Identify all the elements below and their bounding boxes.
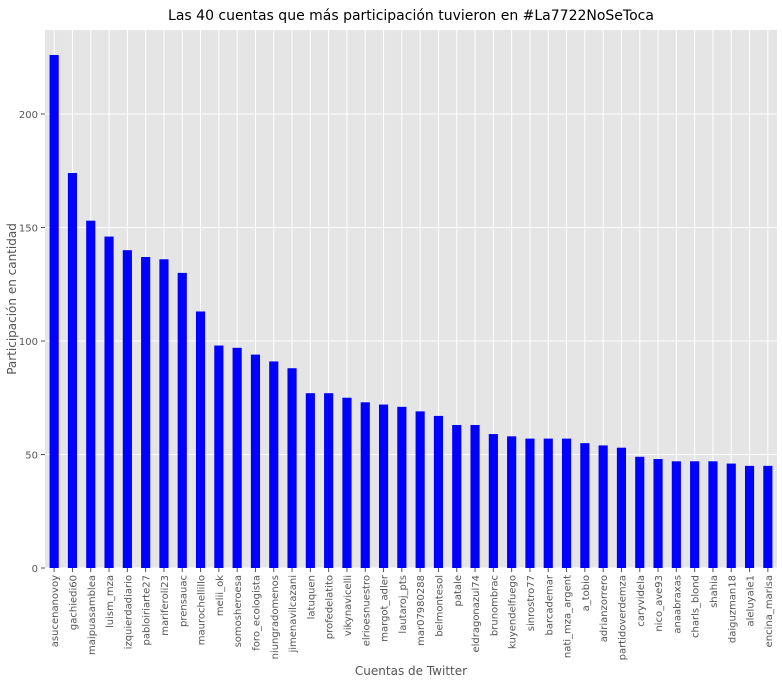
x-tick-label: lautaroj_pts [398,575,409,634]
bar [49,54,59,569]
bar [287,368,297,568]
x-tick-label: partidoverdemza [617,575,628,660]
x-tick-label: caryvidela [636,575,647,627]
x-tick-label: melii_ok [215,575,226,616]
x-tick-label: brunombrac [489,575,500,636]
bar [415,411,425,568]
bar [67,173,78,568]
bar [305,393,315,568]
bar [159,259,169,568]
x-tick-label: nati_mza_argent [563,575,574,658]
bar [195,311,206,568]
x-tick-label: niungradomenos [270,575,281,659]
bar [653,459,663,568]
x-tick-label: izquierdadiario [123,575,134,649]
x-tick-label: charls_blond [691,575,702,638]
x-axis-label: Cuentas de Twitter [355,664,467,678]
bar [580,443,590,568]
x-tick-label: gachiedi60 [68,575,79,630]
bar [507,436,517,568]
x-tick-label: shahia [709,575,720,608]
bar [726,463,736,568]
bar [250,354,261,568]
x-tick-label: mar07980288 [416,575,427,646]
bar [452,424,462,568]
bar [635,456,645,568]
bar [177,272,187,568]
x-tick-label: adrianzorrero [599,575,610,642]
x-tick-label: somosheroesa [233,575,244,647]
x-tick-label: prensauac [178,575,189,627]
y-tick-label: 200 [19,110,38,121]
bar [616,447,627,568]
bar [671,461,681,568]
bar [397,406,407,568]
x-tick-label: foro_ecologista [251,575,262,651]
x-tick-label: a_tobio [581,575,592,611]
x-tick-label: maurochellillo [197,575,208,645]
x-tick-label: patale [453,575,464,606]
bar [269,361,279,568]
bar [141,257,151,568]
y-tick-label: 0 [32,564,38,575]
bar [690,461,700,568]
x-tick-label: pabloiriarte27 [142,575,153,645]
bar [378,404,389,568]
x-tick-label: belmontesol [434,575,445,637]
x-tick-label: maipuasamblea [87,575,98,655]
x-tick-label: jimenavilcazani [288,575,299,654]
bar [763,465,773,568]
y-tick-label: 100 [19,337,38,348]
x-tick-label: latuquen [306,575,317,619]
y-axis: 0 50 100 150 200 [19,110,45,575]
x-tick-label: luism_mza [105,575,116,628]
x-tick-label: daiguzman18 [727,575,738,643]
x-tick-label: nico_ave93 [654,575,665,632]
bar [360,402,370,568]
x-tick-label: elrioesnuestro [361,575,372,646]
bar [708,461,718,568]
x-tick-label: anaabraxas [672,575,683,634]
x-tick-label: sinrostro77 [526,575,537,631]
bar [86,220,96,569]
bar [433,415,444,568]
bar [104,236,114,568]
y-axis-label: Participación en cantidad [5,223,19,375]
bar [232,347,242,568]
bar [543,438,553,568]
bar [561,438,572,568]
bar [488,434,498,568]
bar [525,438,535,568]
x-tick-label: profedelatito [325,575,336,639]
x-tick-label: asucenanovoy [50,575,61,647]
x-tick-label: margot_adler [380,574,391,642]
bar [324,393,334,568]
y-tick-label: 150 [19,223,38,234]
chart-title: Las 40 cuentas que más participación tuv… [168,8,654,24]
x-axis: asucenanovoy gachiedi60 maipuasamblea luism… [50,568,775,660]
x-tick-label: aleluyale1 [746,575,757,627]
bars [49,54,773,569]
x-tick-label: encina_marisa [764,575,775,647]
bar [598,445,608,568]
plot-background [45,30,777,568]
x-tick-label: eldragonazul74 [471,575,482,653]
bar [470,424,480,568]
x-tick-label: barcademar [544,574,555,635]
x-tick-label: kuyendelfuego [508,575,519,649]
y-tick-label: 50 [25,450,38,461]
bar [214,345,224,568]
bar [122,250,132,568]
bar [342,397,352,568]
bar [744,465,755,568]
x-tick-label: vikynavicelli [343,575,354,636]
x-tick-label: mariferoli23 [160,575,171,636]
